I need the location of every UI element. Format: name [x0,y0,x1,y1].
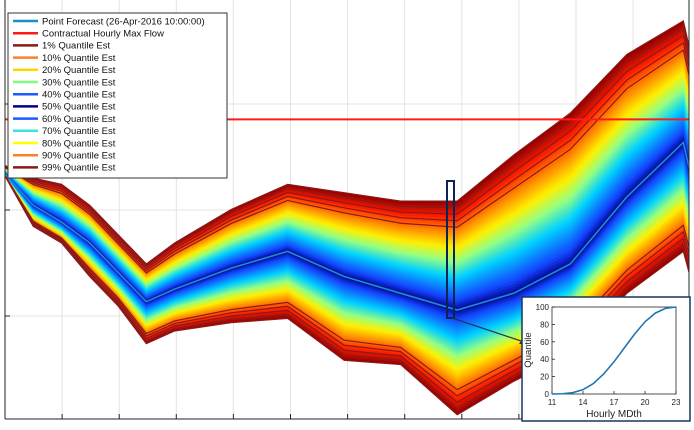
legend-box [7,12,228,179]
legend-label: 50% Quantile Est [42,102,116,113]
quantile-boundary-line [5,27,689,268]
inset-y-tick-label: 0 [545,390,550,399]
legend-label: 70% Quantile Est [42,126,116,137]
inset-y-tick-label: 20 [540,373,549,382]
inset-x-tick-label: 20 [641,398,650,407]
inset-x-tick-label: 23 [672,398,681,407]
legend-label: 10% Quantile Est [42,53,116,64]
inset-x-tick-label: 17 [610,398,619,407]
legend-label: 30% Quantile Est [42,77,116,88]
inset-x-tick-label: 14 [579,398,588,407]
legend-label: 80% Quantile Est [42,138,116,149]
quantile-boundary-line [5,34,689,270]
quantile-boundary-line [5,49,689,274]
inset-y-tick-label: 60 [540,338,549,347]
quantile-boundary-line [5,20,689,265]
legend-label: 40% Quantile Est [42,90,116,101]
legend-label: 20% Quantile Est [42,65,116,76]
quantile-bands [5,20,689,416]
legend-label: 60% Quantile Est [42,114,116,125]
inset-y-tick-label: 100 [536,303,550,312]
legend-label: Contractual Hourly Max Flow [42,29,164,40]
inset-quantile-curve [551,306,677,395]
legend: Point Forecast (26-Apr-2016 10:00:00) Con… [7,12,228,179]
highlight-box[interactable] [446,180,455,319]
inset-x-tick-label: 11 [548,398,557,407]
inset-frame [521,296,691,422]
inset-y-label: Quantile [523,332,534,367]
legend-label: 90% Quantile Est [42,151,116,162]
inset-y-tick-label: 40 [540,355,549,364]
callout-arrow-line [451,317,528,344]
legend-label: 1% Quantile Est [42,41,110,52]
inset-chart: 11 14 17 20 23 0 20 40 60 80 100 Hourly MDth Quant… [521,296,691,422]
inset-x-label: Hourly MDth [586,409,642,420]
legend-label: 99% Quantile Est [42,163,116,174]
point-forecast-line [5,140,689,311]
legend-label: Point Forecast (26-Apr-2016 10:00:00) [42,16,205,27]
inset-y-tick-label: 80 [540,320,549,329]
